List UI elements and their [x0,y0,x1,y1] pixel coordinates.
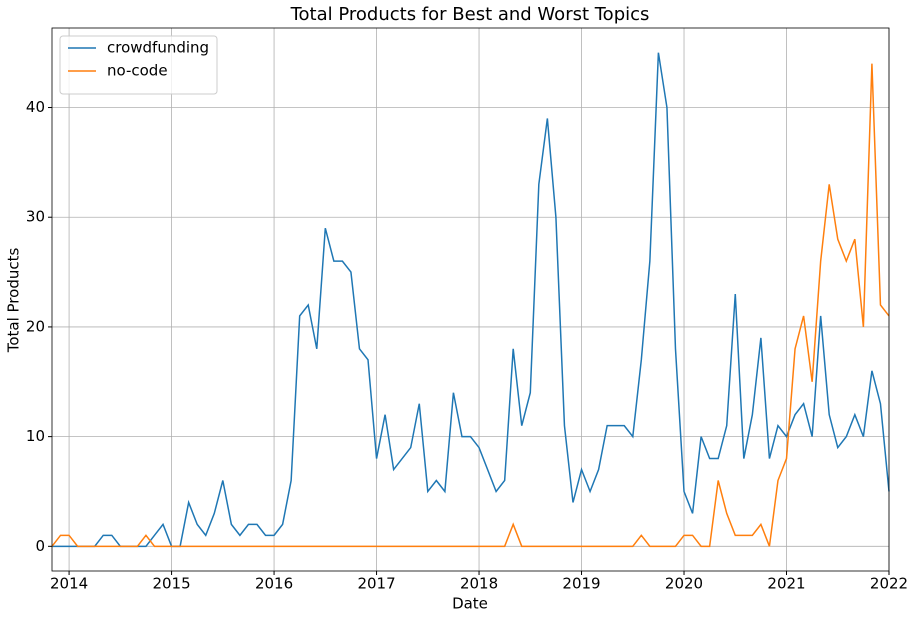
x-tick-label: 2016 [255,575,293,593]
x-tick-label: 2015 [152,575,190,593]
line [52,52,890,548]
x-tick-label: 2021 [767,575,805,593]
x-tick-label: 2014 [50,575,88,593]
x-tick-label: 2017 [357,575,395,593]
plot-frame [51,27,890,572]
x-axis-label: Date [452,595,488,613]
chart-title: Total Products for Best and Worst Topics [290,4,650,25]
x-tick-label: 2018 [460,575,498,593]
line [51,63,890,548]
y-tick-label: 10 [26,427,45,445]
x-tick-label: 2020 [665,575,703,593]
y-tick-label: 30 [26,208,45,226]
y-tick-label: 20 [26,317,45,335]
y-tick-label: 0 [35,537,45,555]
y-axis-label: Total Products [5,248,23,354]
x-tick-label: 2022 [870,575,908,593]
y-tick-label: 40 [26,98,45,116]
x-tick-label: 2019 [562,575,600,593]
legend-label: crowdfunding [107,39,209,57]
legend-box [59,35,218,95]
legend-label: no-code [107,62,168,80]
